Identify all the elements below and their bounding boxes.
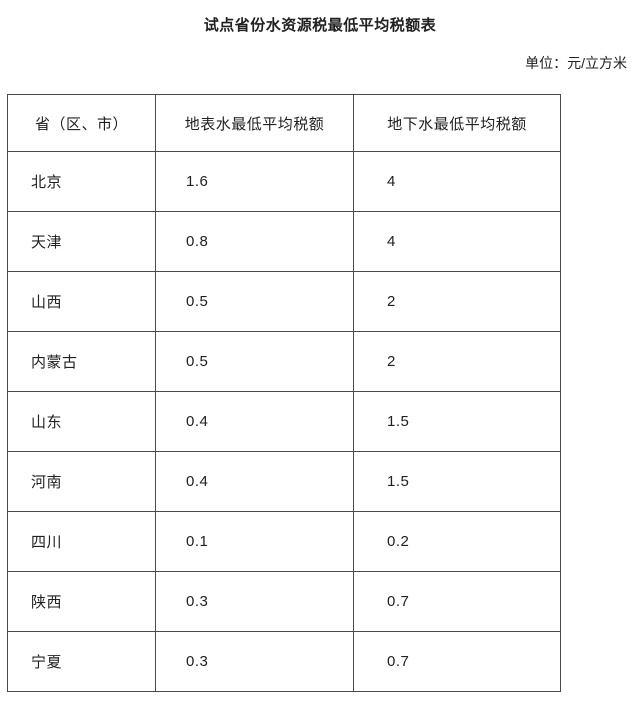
surface-water-cell: 0.3 [155, 571, 354, 632]
header-province: 省（区、市） [7, 94, 156, 152]
groundwater-cell: 4 [353, 151, 561, 212]
table-row: 内蒙古 0.5 2 [7, 331, 561, 392]
page-title: 试点省份水资源税最低平均税额表 [203, 17, 437, 34]
groundwater-cell: 2 [353, 271, 561, 332]
surface-water-cell: 1.6 [155, 151, 354, 212]
groundwater-cell: 4 [353, 211, 561, 272]
table-row: 天津 0.8 4 [7, 211, 561, 272]
table-row: 四川 0.1 0.2 [7, 511, 561, 572]
province-cell: 山西 [7, 271, 156, 332]
table-row: 山西 0.5 2 [7, 271, 561, 332]
table-row: 宁夏 0.3 0.7 [7, 631, 561, 692]
province-cell: 北京 [7, 151, 156, 212]
groundwater-cell: 0.7 [353, 631, 561, 692]
table-body: 北京 1.6 4 天津 0.8 4 山西 0.5 2 内蒙古 0.5 2 山东 0.4 1.5 河南 0.4 1.… [7, 151, 561, 692]
province-cell: 宁夏 [7, 631, 156, 692]
header-groundwater: 地下水最低平均税额 [353, 94, 561, 152]
surface-water-cell: 0.5 [155, 271, 354, 332]
province-cell: 河南 [7, 451, 156, 512]
province-cell: 四川 [7, 511, 156, 572]
surface-water-cell: 0.4 [155, 451, 354, 512]
table-row: 陕西 0.3 0.7 [7, 571, 561, 632]
table-row: 北京 1.6 4 [7, 151, 561, 212]
province-cell: 山东 [7, 391, 156, 452]
surface-water-cell: 0.4 [155, 391, 354, 452]
groundwater-cell: 0.2 [353, 511, 561, 572]
header-surface-water: 地表水最低平均税额 [155, 94, 354, 152]
surface-water-cell: 0.1 [155, 511, 354, 572]
surface-water-cell: 0.5 [155, 331, 354, 392]
province-cell: 陕西 [7, 571, 156, 632]
table-row: 山东 0.4 1.5 [7, 391, 561, 452]
province-cell: 内蒙古 [7, 331, 156, 392]
groundwater-cell: 1.5 [353, 451, 561, 512]
table-row: 河南 0.4 1.5 [7, 451, 561, 512]
surface-water-cell: 0.3 [155, 631, 354, 692]
surface-water-cell: 0.8 [155, 211, 354, 272]
groundwater-cell: 2 [353, 331, 561, 392]
groundwater-cell: 1.5 [353, 391, 561, 452]
province-cell: 天津 [7, 211, 156, 272]
unit-label: 单位：元/立方米 [525, 55, 627, 71]
table-header-row: 省（区、市） 地表水最低平均税额 地下水最低平均税额 [7, 94, 561, 152]
groundwater-cell: 0.7 [353, 571, 561, 632]
tax-table: 省（区、市） 地表水最低平均税额 地下水最低平均税额 北京 1.6 4 天津 0.8 4 山… [7, 94, 561, 692]
